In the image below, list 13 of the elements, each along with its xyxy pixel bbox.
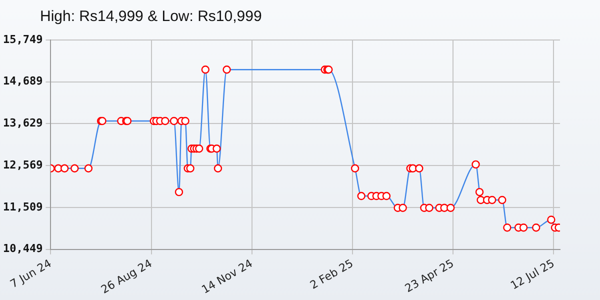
y-tick-label: 13,629 — [2, 116, 43, 130]
y-tick-label: 10,449 — [2, 242, 43, 256]
x-tick-label: 26 Aug 24 — [98, 256, 154, 296]
x-tick-label: 12 Jul 25 — [508, 256, 557, 292]
y-tick-label: 11,509 — [2, 200, 43, 214]
y-tick-label: 12,569 — [2, 158, 43, 172]
chart-title: High: Rs14,999 & Low: Rs10,999 — [40, 8, 262, 25]
y-tick-label: 14,689 — [2, 74, 43, 88]
x-tick-label: 14 Nov 24 — [199, 256, 255, 296]
x-tick-label: 7 Jun 24 — [8, 256, 54, 291]
x-tick-label: 2 Feb 25 — [308, 256, 356, 292]
x-tick-label: 23 Apr 25 — [402, 256, 456, 296]
y-tick-label: 15,749 — [2, 32, 43, 46]
